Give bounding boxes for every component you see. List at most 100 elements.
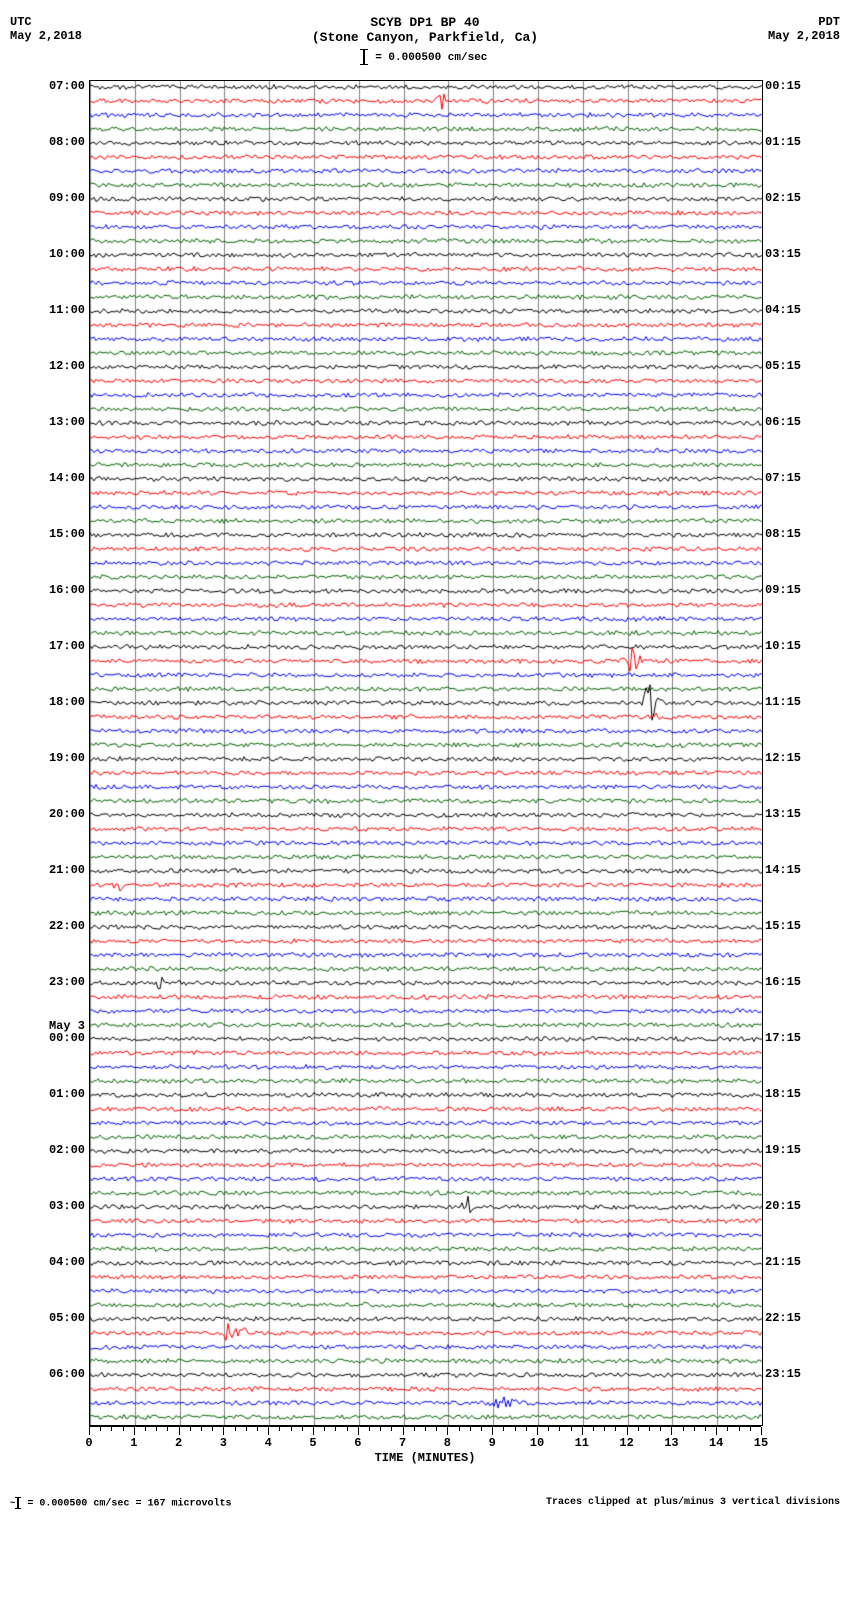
x-tick-minor [100,1427,101,1431]
utc-hour-label: 06:00 [49,1367,85,1381]
utc-hour-label: 16:00 [49,583,85,597]
x-tick-major [134,1427,135,1435]
x-tick-minor [660,1427,661,1431]
pdt-hour-label: 12:15 [765,751,801,765]
x-tick-minor [615,1427,616,1431]
x-tick-minor [324,1427,325,1431]
x-tick-minor [201,1427,202,1431]
utc-hour-label: 01:00 [49,1087,85,1101]
x-tick-minor [739,1427,740,1431]
pdt-hour-label: 23:15 [765,1367,801,1381]
x-tick-major [582,1427,583,1435]
station-subtitle: (Stone Canyon, Parkfield, Ca) [10,30,840,45]
utc-hour-label: 13:00 [49,415,85,429]
date-break-label: May 3 [49,1019,85,1033]
x-tick-major [761,1427,762,1435]
utc-hour-label: 05:00 [49,1311,85,1325]
x-tick-minor [750,1427,751,1431]
utc-hour-label: 17:00 [49,639,85,653]
x-tick-label: 3 [220,1436,227,1450]
scale-indicator: = 0.000500 cm/sec [10,49,840,65]
utc-hour-label: 19:00 [49,751,85,765]
x-tick-label: 6 [354,1436,361,1450]
x-tick-minor [391,1427,392,1431]
x-tick-label: 10 [530,1436,544,1450]
x-tick-minor [593,1427,594,1431]
utc-hour-label: 14:00 [49,471,85,485]
pdt-hour-label: 15:15 [765,919,801,933]
tz-left-date: May 2,2018 [10,29,82,43]
x-tick-minor [470,1427,471,1431]
x-tick-minor [212,1427,213,1431]
utc-hour-label: 18:00 [49,695,85,709]
utc-hour-label: 03:00 [49,1199,85,1213]
utc-hour-label: 11:00 [49,303,85,317]
pdt-hour-label: 10:15 [765,639,801,653]
pdt-hour-label: 05:15 [765,359,801,373]
tz-right-label: PDT [768,15,840,29]
x-tick-minor [571,1427,572,1431]
x-tick-major [313,1427,314,1435]
x-axis-label: TIME (MINUTES) [375,1451,476,1465]
pdt-hour-label: 00:15 [765,79,801,93]
x-tick-minor [727,1427,728,1431]
x-tick-minor [604,1427,605,1431]
x-axis: TIME (MINUTES) 0123456789101112131415 [89,1426,761,1467]
utc-hour-label: 04:00 [49,1255,85,1269]
x-tick-minor [145,1427,146,1431]
x-tick-minor [649,1427,650,1431]
utc-hour-label: 07:00 [49,79,85,93]
x-tick-minor [683,1427,684,1431]
x-tick-minor [302,1427,303,1431]
x-tick-major [537,1427,538,1435]
x-tick-label: 13 [664,1436,678,1450]
pdt-hour-label: 07:15 [765,471,801,485]
x-tick-label: 4 [265,1436,272,1450]
x-tick-minor [459,1427,460,1431]
x-tick-minor [279,1427,280,1431]
utc-hour-label: 02:00 [49,1143,85,1157]
utc-hour-label: 00:00 [49,1031,85,1045]
x-tick-minor [190,1427,191,1431]
utc-hour-label: 15:00 [49,527,85,541]
utc-hour-label: 23:00 [49,975,85,989]
pdt-hour-label: 02:15 [765,191,801,205]
x-tick-minor [380,1427,381,1431]
x-tick-major [223,1427,224,1435]
footer-right-text: Traces clipped at plus/minus 3 vertical … [546,1497,840,1510]
x-tick-minor [291,1427,292,1431]
x-tick-minor [548,1427,549,1431]
utc-hour-label: 21:00 [49,863,85,877]
pdt-hour-label: 22:15 [765,1311,801,1325]
seismogram-canvas [89,80,763,1426]
x-tick-minor [526,1427,527,1431]
x-tick-minor [235,1427,236,1431]
pdt-hour-label: 01:15 [765,135,801,149]
x-tick-minor [503,1427,504,1431]
x-tick-major [447,1427,448,1435]
scale-text: = 0.000500 cm/sec [375,52,487,64]
x-tick-minor [481,1427,482,1431]
x-tick-major [358,1427,359,1435]
utc-hour-label: 08:00 [49,135,85,149]
x-tick-minor [156,1427,157,1431]
x-tick-major [716,1427,717,1435]
x-tick-minor [414,1427,415,1431]
plot-container: 07:0008:0009:0010:0011:0012:0013:0014:00… [89,80,761,1467]
x-tick-minor [246,1427,247,1431]
left-time-labels: 07:0008:0009:0010:0011:0012:0013:0014:00… [41,80,89,1424]
scale-bar-icon [363,49,365,65]
x-tick-label: 15 [754,1436,768,1450]
x-tick-minor [123,1427,124,1431]
x-tick-label: 7 [399,1436,406,1450]
pdt-hour-label: 21:15 [765,1255,801,1269]
x-tick-minor [167,1427,168,1431]
pdt-hour-label: 14:15 [765,863,801,877]
x-tick-label: 0 [85,1436,92,1450]
tz-right-block: PDT May 2,2018 [768,15,840,43]
x-tick-major [671,1427,672,1435]
utc-hour-label: 22:00 [49,919,85,933]
x-tick-major [179,1427,180,1435]
x-tick-major [89,1427,90,1435]
pdt-hour-label: 03:15 [765,247,801,261]
